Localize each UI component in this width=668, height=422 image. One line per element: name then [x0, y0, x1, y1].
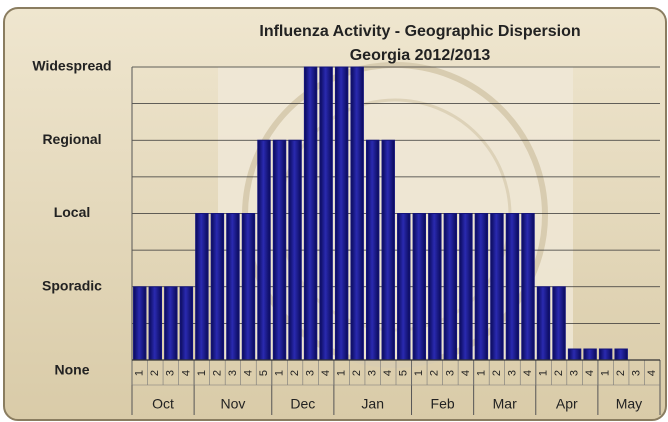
month-label: Apr [556, 396, 578, 412]
bar [133, 286, 147, 361]
x-tick-label: 1 [134, 370, 146, 376]
x-tick-label: 1 [413, 370, 425, 376]
bar [319, 66, 333, 361]
bar [334, 66, 349, 361]
chart-title: Influenza Activity - Geographic Dispersi… [259, 23, 580, 40]
bar [365, 139, 380, 361]
bar [164, 286, 178, 361]
x-tick-label: 2 [351, 370, 363, 376]
bar [210, 213, 225, 361]
month-label: Oct [152, 396, 174, 412]
x-tick-label: 3 [304, 370, 316, 376]
x-tick-label: 3 [367, 370, 379, 376]
x-tick-label: 3 [631, 370, 643, 376]
bar [536, 286, 551, 361]
bar [288, 139, 302, 361]
bar [397, 213, 411, 361]
bar [179, 286, 194, 361]
y-tick-label: Sporadic [42, 277, 102, 293]
x-tick-label: 2 [615, 370, 627, 376]
bar [490, 213, 504, 361]
bar [148, 286, 163, 361]
bar [241, 213, 256, 361]
x-tick-label: 1 [537, 370, 549, 376]
x-tick-label: 3 [165, 370, 177, 376]
month-label: Feb [431, 396, 455, 412]
x-tick-label: 4 [242, 370, 254, 376]
x-tick-label: 3 [568, 370, 580, 376]
y-tick-label: None [55, 362, 90, 378]
x-tick-label: 4 [522, 370, 534, 376]
x-tick-label: 2 [429, 370, 441, 376]
bar [598, 348, 613, 361]
bar [272, 139, 287, 361]
y-tick-label: Local [54, 204, 91, 220]
chart-subtitle: Georgia 2012/2013 [350, 47, 491, 64]
bar [614, 348, 628, 361]
x-tick-label: 4 [646, 370, 658, 376]
x-tick-label: 1 [273, 370, 285, 376]
month-label: Dec [290, 396, 315, 412]
bar [428, 213, 442, 361]
bar [257, 139, 271, 361]
bar [567, 348, 582, 361]
month-label: May [616, 396, 642, 412]
y-tick-label: Regional [42, 131, 101, 147]
x-tick-label: 5 [398, 370, 410, 376]
x-tick-label: 1 [600, 370, 612, 376]
x-tick-label: 4 [460, 370, 472, 376]
x-tick-label: 2 [211, 370, 223, 376]
x-tick-label: 2 [553, 370, 565, 376]
x-tick-label: 5 [258, 370, 270, 376]
x-tick-label: 3 [227, 370, 239, 376]
bar [552, 286, 566, 361]
bar [583, 348, 597, 361]
month-label: Mar [493, 396, 517, 412]
x-tick-label: 2 [149, 370, 161, 376]
bar [459, 213, 473, 361]
x-tick-label: 4 [320, 370, 332, 376]
x-tick-label: 2 [491, 370, 503, 376]
bar [412, 213, 427, 361]
bar [521, 213, 535, 361]
bar [195, 213, 209, 361]
bar [443, 213, 458, 361]
x-tick-label: 1 [196, 370, 208, 376]
x-tick-label: 3 [444, 370, 456, 376]
x-tick-label: 1 [336, 370, 348, 376]
bar [350, 66, 364, 361]
month-label: Nov [220, 396, 245, 412]
top-band [0, 0, 668, 10]
x-tick-label: 4 [584, 370, 596, 376]
bar [505, 213, 520, 361]
bar [474, 213, 489, 361]
bar [303, 66, 318, 361]
x-tick-label: 4 [180, 370, 192, 376]
x-tick-label: 1 [475, 370, 487, 376]
x-tick-label: 4 [382, 370, 394, 376]
x-tick-label: 2 [289, 370, 301, 376]
month-label: Jan [361, 396, 384, 412]
x-tick-label: 3 [506, 370, 518, 376]
y-tick-label: Widespread [32, 58, 111, 74]
bar [226, 213, 240, 361]
bar [381, 139, 395, 361]
